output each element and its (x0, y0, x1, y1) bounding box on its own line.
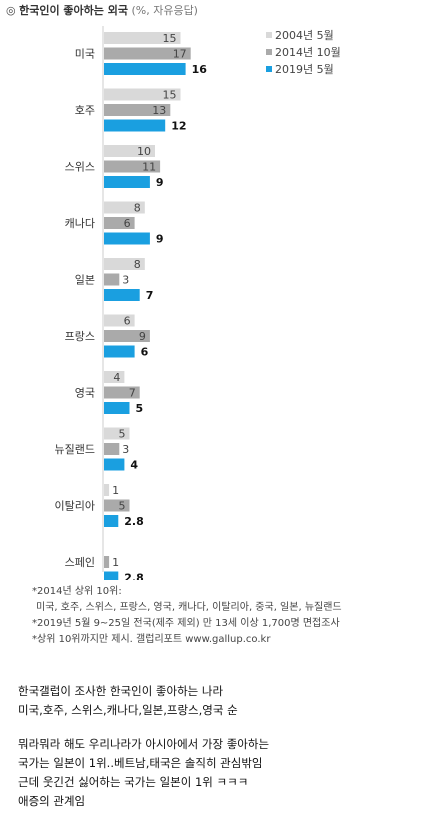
data-label: 2.8 (124, 515, 144, 528)
bar (104, 273, 120, 286)
title-text: 한국인이 좋아하는 외국 (19, 4, 128, 17)
legend-swatch-2004 (266, 31, 272, 38)
note-line: *2019년 5월 9~25일 전국(제주 제외) 만 13세 이상 1,700… (32, 618, 340, 629)
bar (104, 402, 130, 414)
data-label: 9 (139, 330, 146, 343)
legend-label-2014: 2014년 10월 (275, 45, 341, 59)
bar (104, 371, 125, 383)
category-label: 프랑스 (65, 330, 95, 343)
bar (104, 217, 135, 229)
note-line: *상위 10위까지만 제시. 갤럽리포트 www.gallup.co.kr (32, 634, 271, 645)
chart-title: ◎ 한국인이 좋아하는 외국 (%, 자유응답) (6, 2, 198, 18)
legend-item-2014: 2014년 10월 (266, 43, 341, 60)
data-label: 3 (122, 443, 129, 456)
bar (104, 443, 120, 455)
data-label: 13 (152, 104, 166, 117)
bar (104, 88, 181, 101)
category-label: 이탈리아 (55, 500, 95, 513)
legend-item-2004: 2004년 5월 (266, 26, 341, 43)
data-label: 7 (146, 289, 154, 302)
bar (104, 176, 150, 188)
data-label: 4 (113, 371, 120, 384)
note-line: *2014년 상위 10위: (32, 586, 122, 597)
comment-line: 미국,호주, 스위스,캐나다,일본,프랑스,영국 순 (18, 703, 238, 717)
bar (104, 330, 150, 342)
category-label: 미국 (75, 48, 95, 61)
comment-line: 근데 웃긴건 싫어하는 국가는 일본이 1위 ㅋㅋㅋ (18, 775, 249, 789)
bar (104, 556, 110, 568)
bar (104, 160, 161, 173)
data-label: 10 (137, 145, 151, 158)
bar (104, 458, 125, 471)
category-label: 호주 (75, 104, 95, 117)
data-label: 17 (173, 48, 187, 61)
bar (104, 63, 186, 75)
bar (104, 499, 130, 512)
legend-swatch-2019 (266, 65, 272, 72)
comment-line: 국가는 일본이 1위..베트남,태국은 솔직히 관심밖임 (18, 756, 263, 770)
comment-line: 애증의 관계임 (18, 794, 86, 808)
bar (104, 104, 171, 116)
bar (104, 386, 140, 399)
data-label: 9 (156, 233, 164, 246)
data-label: 6 (124, 217, 131, 230)
category-label: 스페인 (65, 556, 95, 569)
title-unit: (%, 자유응답) (131, 4, 198, 17)
data-label: 8 (134, 202, 141, 215)
legend-swatch-2014 (266, 48, 272, 55)
chart-notes: *2014년 상위 10위: 미국, 호주, 스위스, 프랑스, 영국, 캐나다… (32, 584, 342, 648)
data-label: 2.8 (124, 572, 144, 581)
user-comment: 한국갤럽이 조사한 한국인이 좋아하는 나라 미국,호주, 스위스,캐나다,일본… (18, 682, 269, 811)
note-line: 미국, 호주, 스위스, 프랑스, 영국, 캐나다, 이탈리아, 중국, 일본,… (36, 602, 342, 613)
legend: 2004년 5월 2014년 10월 2019년 5월 (266, 26, 341, 77)
data-label: 1 (112, 484, 119, 497)
data-label: 15 (163, 89, 177, 102)
bar (104, 201, 145, 214)
legend-item-2019: 2019년 5월 (266, 60, 341, 77)
data-label: 3 (122, 274, 129, 287)
data-label: 8 (134, 258, 141, 271)
data-label: 5 (119, 500, 126, 513)
data-label: 12 (171, 120, 186, 133)
data-label: 16 (192, 63, 208, 76)
bar (104, 571, 119, 580)
data-label: 5 (119, 428, 126, 441)
data-label: 5 (136, 402, 144, 415)
data-label: 7 (129, 387, 136, 400)
category-label: 뉴질랜드 (55, 443, 95, 456)
data-label: 1 (112, 556, 119, 569)
bar (104, 119, 166, 132)
bar (104, 289, 140, 301)
category-label: 스위스 (65, 161, 95, 174)
bar-chart: 미국151716호주151312스위스10119캐나다869일본837프랑스69… (55, 26, 208, 581)
data-label: 4 (130, 459, 138, 472)
category-label: 일본 (75, 273, 95, 287)
legend-label-2019: 2019년 5월 (275, 62, 334, 76)
category-label: 영국 (75, 387, 95, 400)
category-label: 캐나다 (65, 217, 95, 230)
data-label: 9 (156, 176, 164, 189)
data-label: 6 (124, 315, 131, 328)
bar (104, 345, 135, 358)
bar (104, 47, 191, 60)
data-label: 6 (141, 346, 149, 359)
comment-line: 뭐라뭐라 해도 우리나라가 아시아에서 가장 좋아하는 (18, 737, 270, 751)
bar (104, 32, 181, 44)
bar (104, 427, 130, 440)
bar (104, 314, 135, 327)
bar (104, 258, 145, 270)
title-symbol: ◎ (6, 4, 16, 17)
bar (104, 145, 155, 157)
comment-line: 한국갤럽이 조사한 한국인이 좋아하는 나라 (18, 684, 224, 698)
bar (104, 232, 150, 245)
bar (104, 484, 110, 496)
comment-spacer (18, 720, 269, 735)
data-label: 15 (163, 32, 177, 45)
bar (104, 515, 119, 527)
legend-label-2004: 2004년 5월 (275, 28, 334, 42)
data-label: 11 (142, 161, 156, 174)
